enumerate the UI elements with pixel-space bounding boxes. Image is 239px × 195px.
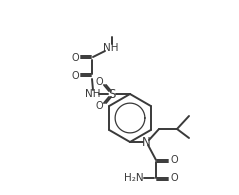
Text: O: O [71,53,79,63]
Text: O: O [95,101,103,111]
Text: NH: NH [103,43,119,53]
Text: O: O [71,71,79,81]
Text: H₂N: H₂N [124,173,144,183]
Text: S: S [108,88,116,100]
Text: NH: NH [85,89,101,99]
Text: O: O [170,173,178,183]
Text: O: O [170,155,178,165]
Text: N: N [142,136,150,149]
Text: O: O [95,77,103,87]
